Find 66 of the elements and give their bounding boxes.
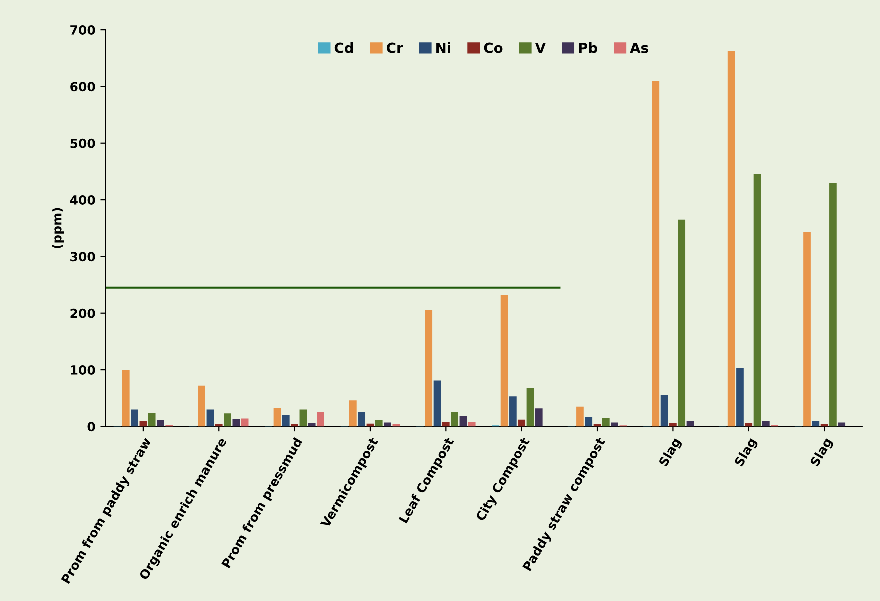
y-tick-label: 0 [88,422,96,432]
legend-label: Pb [579,42,598,54]
bar [274,408,282,427]
bar [300,410,308,427]
bar [442,422,450,427]
bar [215,424,223,427]
bar [317,412,324,427]
bar [611,422,618,427]
bar [358,412,366,427]
bar [736,368,744,427]
bar [198,386,206,427]
bar [451,412,458,427]
bar [535,408,543,427]
legend-label: Co [484,42,503,54]
bar [754,174,762,427]
bar [241,418,249,427]
bar [728,51,736,427]
bar [745,423,753,427]
bar [468,422,476,427]
bar [652,81,660,427]
bar [670,423,677,427]
y-tick-label: 500 [70,138,96,148]
bar [122,370,130,427]
bar [206,410,214,427]
legend-label: Cd [334,42,354,54]
bar [148,413,156,427]
bar [500,295,508,427]
legend-label: Ni [436,42,450,54]
bar [140,421,148,427]
bar [812,421,820,427]
y-tick-label: 400 [70,196,96,205]
bar [510,396,517,427]
bar [291,424,298,427]
bar [131,410,138,427]
y-tick-label: 300 [70,252,96,262]
bar [660,396,668,427]
bar [518,420,526,427]
bar [224,414,232,427]
y-tick-label: 600 [70,82,96,92]
bar [804,232,811,427]
bar [157,420,164,427]
bar [350,400,357,427]
y-tick-label: 100 [71,366,96,375]
bar [678,220,686,427]
bar [762,421,770,427]
y-tick-label: 200 [70,308,96,318]
y-tick-label: 700 [70,26,96,35]
bar [526,388,534,427]
bar [602,418,610,427]
y-axis-title: (ppm) [52,208,64,248]
bar [585,417,593,427]
legend-label: As [630,42,648,54]
bar [425,310,433,427]
bar [308,423,316,427]
bar [830,183,837,427]
bar [232,419,240,427]
bar [838,422,846,427]
bar [282,415,290,427]
legend-label: V [535,42,546,54]
bar [375,420,383,427]
legend-label: Cr [386,42,404,54]
bar [576,406,584,427]
bar [686,421,694,427]
bar [434,380,442,427]
bar [384,422,392,427]
bar [460,416,468,427]
